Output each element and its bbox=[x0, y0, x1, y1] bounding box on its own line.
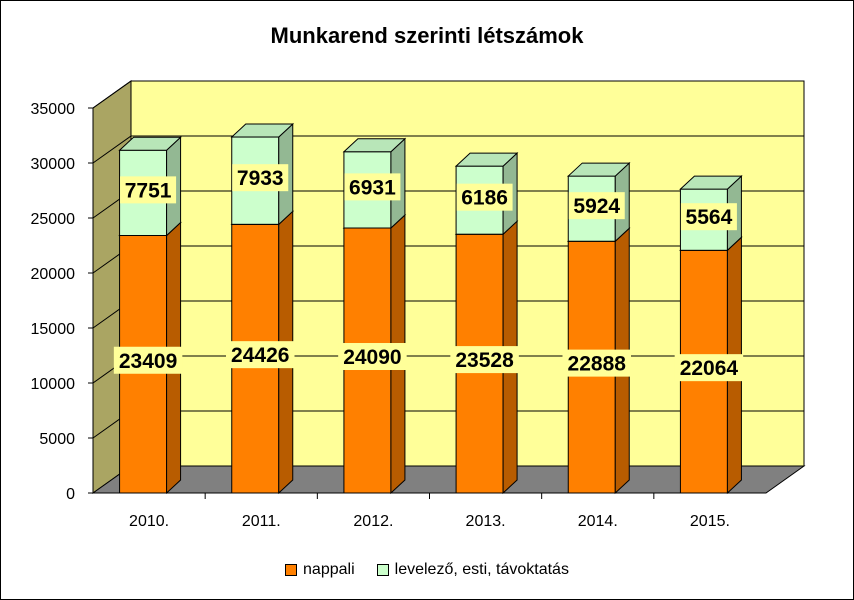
x-tick-label: 2013. bbox=[466, 513, 506, 530]
x-tick-label: 2010. bbox=[129, 513, 169, 530]
data-label-nappali: 24090 bbox=[343, 346, 401, 369]
y-tick-label: 5000 bbox=[39, 431, 75, 448]
bar-levelezo-top bbox=[342, 138, 407, 153]
legend: nappali levelező, esti, távoktatás bbox=[1, 561, 853, 579]
data-label-nappali: 22064 bbox=[680, 357, 739, 380]
legend-item: nappali bbox=[285, 561, 355, 579]
bar-levelezo-top bbox=[679, 175, 743, 190]
bar-levelezo-top bbox=[454, 152, 519, 167]
legend-item: levelező, esti, távoktatás bbox=[376, 561, 569, 579]
y-tick-label: 20000 bbox=[31, 266, 76, 283]
data-label-nappali-bg bbox=[338, 343, 407, 371]
legend-swatch bbox=[376, 564, 389, 576]
data-label-nappali: 24426 bbox=[231, 344, 289, 367]
bar-levelezo-top bbox=[118, 136, 182, 151]
data-label-levelezo-bg bbox=[232, 164, 289, 192]
chart-title: Munkarend szerinti létszámok bbox=[270, 23, 584, 48]
data-label-levelezo: 7751 bbox=[125, 179, 172, 202]
data-label-levelezo: 5564 bbox=[686, 206, 733, 229]
y-tick-label: 25000 bbox=[31, 211, 76, 228]
data-label-levelezo-bg bbox=[680, 203, 737, 231]
x-tick-label: 2014. bbox=[578, 513, 618, 530]
y-tick-label: 0 bbox=[66, 486, 75, 503]
data-label-nappali: 23528 bbox=[455, 349, 514, 372]
data-label-nappali-bg bbox=[226, 341, 295, 369]
data-label-levelezo-bg bbox=[120, 176, 177, 204]
gridline bbox=[92, 135, 804, 164]
data-label-nappali-bg bbox=[450, 346, 519, 374]
y-tick-label: 15000 bbox=[31, 321, 76, 338]
gridline bbox=[92, 80, 804, 109]
data-label-nappali-bg bbox=[562, 349, 631, 377]
y-tick-label: 35000 bbox=[31, 101, 76, 118]
legend-label: nappali bbox=[303, 561, 355, 578]
data-label-levelezo-bg bbox=[456, 183, 513, 211]
y-tick-label: 30000 bbox=[31, 156, 76, 173]
data-label-levelezo: 6931 bbox=[349, 176, 396, 199]
data-label-levelezo: 6186 bbox=[461, 187, 508, 210]
legend-label: levelező, esti, távoktatás bbox=[394, 561, 569, 578]
x-tick-label: 2011. bbox=[242, 513, 281, 530]
data-label-nappali: 22888 bbox=[568, 353, 627, 376]
x-tick-label: 2015. bbox=[690, 513, 730, 530]
data-label-nappali-bg bbox=[674, 354, 744, 382]
data-label-levelezo-bg bbox=[344, 173, 401, 201]
data-label-levelezo-bg bbox=[568, 192, 625, 220]
y-tick-label: 10000 bbox=[31, 376, 76, 393]
data-label-levelezo: 7933 bbox=[237, 167, 284, 190]
x-tick-label: 2012. bbox=[353, 513, 393, 530]
data-label-nappali: 23409 bbox=[119, 350, 177, 373]
data-label-levelezo: 5924 bbox=[573, 195, 620, 218]
bar-levelezo-top bbox=[230, 123, 295, 138]
legend-swatch bbox=[285, 564, 298, 576]
data-label-nappali-bg bbox=[113, 346, 183, 374]
bar-levelezo-top bbox=[566, 162, 631, 177]
